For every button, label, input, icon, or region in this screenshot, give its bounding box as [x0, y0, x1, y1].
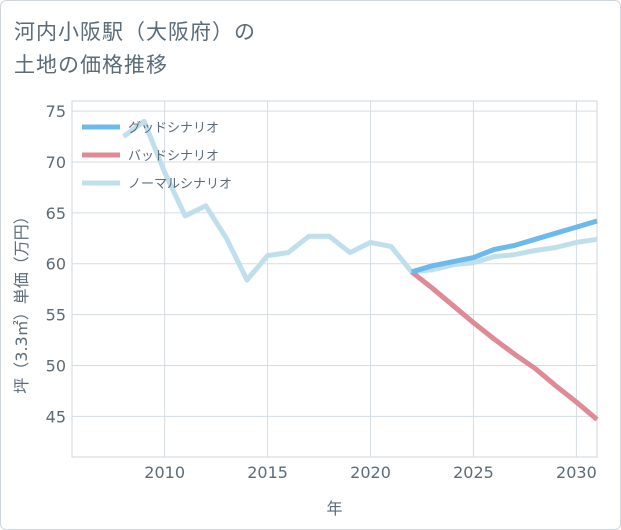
y-tick-label: 55: [46, 306, 66, 325]
chart-title-line-1: 河内小阪駅（大阪府）の: [14, 20, 256, 44]
legend-label-2: バッドシナリオ: [128, 149, 219, 164]
y-tick-label: 60: [46, 255, 66, 274]
y-tick-label: 65: [46, 204, 66, 223]
x-tick-label: 2025: [453, 463, 494, 482]
plot-area: [71, 100, 598, 458]
x-tick-label: 2010: [144, 463, 185, 482]
x-tick-label: 2030: [556, 463, 597, 482]
series-line-1: [410, 218, 598, 275]
x-tick-label: 2015: [247, 463, 288, 482]
series-line-2: [410, 269, 599, 422]
x-axis-label: 年: [326, 499, 342, 518]
series-line-3: [122, 118, 598, 283]
y-tick-label: 50: [46, 356, 66, 375]
y-axis-label: 坪（3.3㎡）単価（万円）: [12, 208, 31, 393]
legend-label-3: ノーマルシナリオ: [128, 177, 232, 192]
y-tick-label: 75: [46, 102, 66, 121]
y-tick-label: 45: [46, 407, 66, 426]
y-tick-label: 70: [46, 153, 66, 172]
chart-title-line-2: 土地の価格推移: [14, 53, 168, 77]
chart-title: 河内小阪駅（大阪府）の 土地の価格推移: [14, 16, 256, 82]
x-tick-label: 2020: [350, 463, 391, 482]
legend-label-1: グッドシナリオ: [128, 121, 219, 136]
